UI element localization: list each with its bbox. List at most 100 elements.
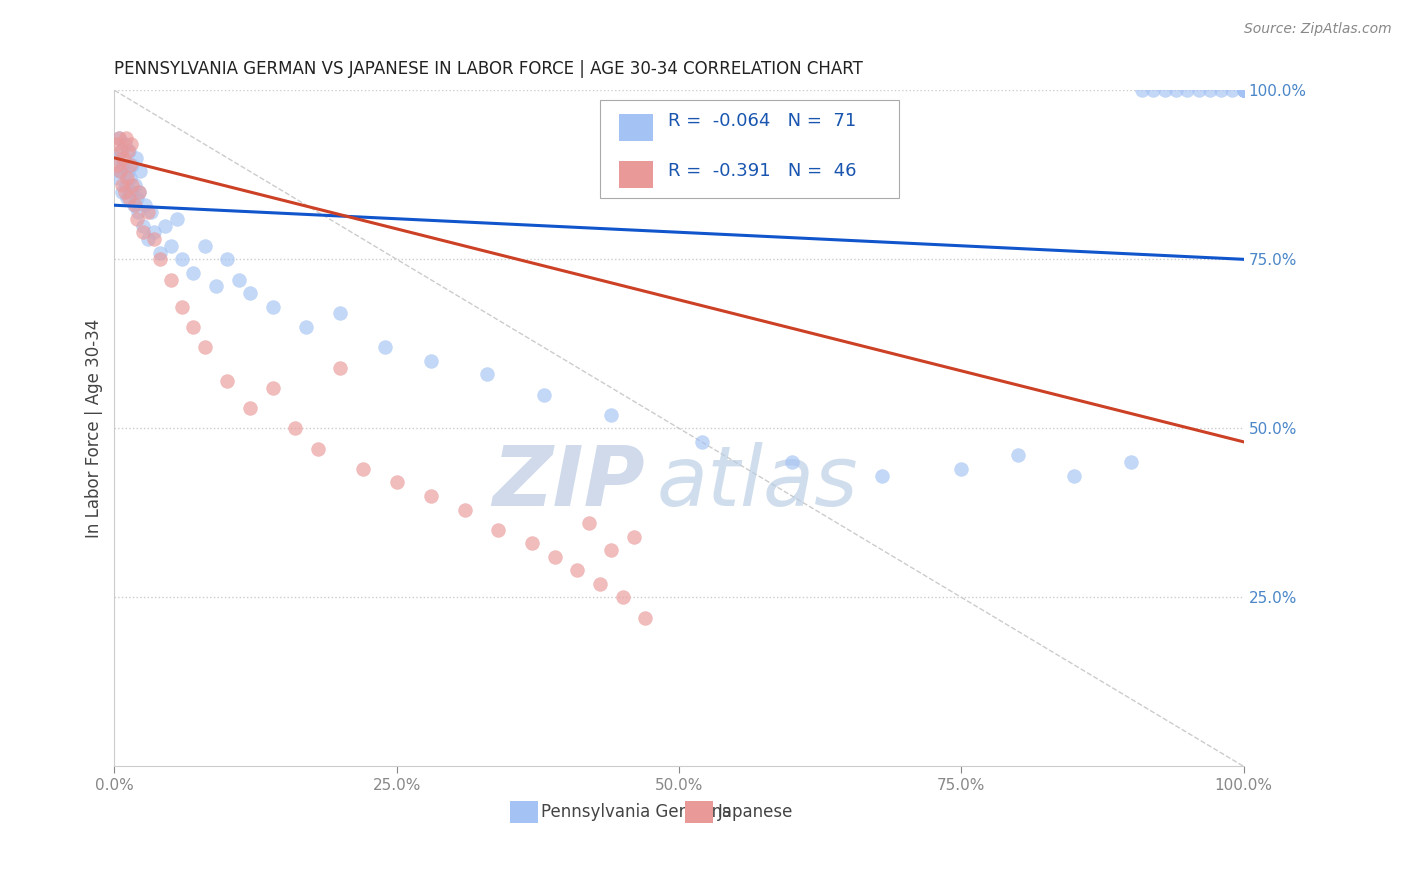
Point bbox=[262, 381, 284, 395]
Point bbox=[1164, 83, 1187, 97]
Point bbox=[544, 549, 567, 564]
Point bbox=[107, 158, 129, 172]
Text: Japanese: Japanese bbox=[717, 803, 793, 821]
Point bbox=[486, 523, 509, 537]
Point bbox=[108, 164, 131, 178]
Point bbox=[111, 178, 134, 192]
Point bbox=[108, 130, 131, 145]
Point bbox=[111, 185, 134, 199]
Point bbox=[118, 144, 141, 158]
Point bbox=[578, 516, 600, 530]
Point bbox=[160, 272, 183, 286]
Point bbox=[1233, 83, 1256, 97]
Point bbox=[108, 130, 131, 145]
Point bbox=[120, 171, 142, 186]
Point bbox=[124, 178, 146, 192]
Point bbox=[105, 151, 128, 165]
Point bbox=[160, 239, 183, 253]
Point bbox=[352, 462, 374, 476]
Bar bbox=[619, 114, 654, 141]
Point bbox=[1187, 83, 1209, 97]
Point bbox=[1153, 83, 1175, 97]
Point bbox=[172, 252, 194, 267]
Point bbox=[194, 340, 217, 354]
Point bbox=[600, 408, 623, 422]
Point bbox=[453, 502, 475, 516]
Point bbox=[128, 185, 150, 199]
Y-axis label: In Labor Force | Age 30-34: In Labor Force | Age 30-34 bbox=[86, 318, 103, 538]
Point bbox=[172, 300, 194, 314]
Point bbox=[114, 137, 136, 152]
Point bbox=[634, 610, 657, 624]
Point bbox=[194, 239, 217, 253]
Point bbox=[155, 219, 177, 233]
Point bbox=[125, 151, 148, 165]
Point bbox=[533, 387, 555, 401]
Point bbox=[115, 171, 138, 186]
Point bbox=[105, 137, 128, 152]
Point bbox=[239, 286, 262, 301]
Point bbox=[262, 300, 284, 314]
Text: R =  -0.391   N =  46: R = -0.391 N = 46 bbox=[668, 162, 856, 180]
Bar bbox=[685, 801, 713, 822]
Point bbox=[121, 178, 143, 192]
Point bbox=[120, 158, 142, 172]
Point bbox=[307, 442, 329, 456]
Point bbox=[1233, 83, 1256, 97]
Point bbox=[107, 171, 129, 186]
Text: atlas: atlas bbox=[657, 442, 858, 523]
Point bbox=[1175, 83, 1198, 97]
Point bbox=[117, 144, 139, 158]
Point bbox=[183, 266, 205, 280]
Point bbox=[690, 434, 713, 449]
Point bbox=[114, 185, 136, 199]
Point bbox=[183, 320, 205, 334]
Point bbox=[1222, 83, 1244, 97]
Point bbox=[475, 368, 498, 382]
Point bbox=[522, 536, 544, 550]
Point bbox=[134, 198, 156, 212]
Point bbox=[125, 211, 148, 226]
Point bbox=[600, 543, 623, 558]
Point bbox=[110, 144, 132, 158]
Point bbox=[1142, 83, 1164, 97]
Point bbox=[295, 320, 318, 334]
Point bbox=[374, 340, 396, 354]
Point bbox=[1007, 449, 1029, 463]
Text: Pennsylvania Germans: Pennsylvania Germans bbox=[541, 803, 731, 821]
Point bbox=[589, 577, 612, 591]
Point bbox=[131, 219, 153, 233]
Point bbox=[1233, 83, 1256, 97]
Point bbox=[127, 205, 149, 219]
Point bbox=[385, 475, 408, 490]
Point bbox=[329, 360, 352, 375]
Point bbox=[112, 151, 135, 165]
Point bbox=[329, 306, 352, 320]
Point bbox=[118, 191, 141, 205]
Point bbox=[205, 279, 228, 293]
Point bbox=[217, 374, 239, 388]
Point bbox=[128, 185, 150, 199]
Text: PENNSYLVANIA GERMAN VS JAPANESE IN LABOR FORCE | AGE 30-34 CORRELATION CHART: PENNSYLVANIA GERMAN VS JAPANESE IN LABOR… bbox=[114, 60, 863, 78]
Point bbox=[419, 353, 441, 368]
Point bbox=[612, 591, 634, 605]
Point bbox=[114, 178, 136, 192]
Point bbox=[117, 164, 139, 178]
Text: Source: ZipAtlas.com: Source: ZipAtlas.com bbox=[1244, 22, 1392, 37]
Point bbox=[142, 225, 165, 239]
Point bbox=[1233, 83, 1256, 97]
Point bbox=[1233, 83, 1256, 97]
Point bbox=[136, 232, 159, 246]
Point bbox=[142, 232, 165, 246]
Point bbox=[149, 252, 172, 267]
Text: R =  -0.064   N =  71: R = -0.064 N = 71 bbox=[668, 112, 856, 129]
Point bbox=[780, 455, 803, 469]
Point bbox=[108, 164, 131, 178]
Point bbox=[419, 489, 441, 503]
Point bbox=[1233, 83, 1256, 97]
Point bbox=[114, 130, 136, 145]
Point bbox=[1233, 83, 1256, 97]
Point bbox=[112, 158, 135, 172]
Point bbox=[120, 185, 142, 199]
Point bbox=[872, 468, 894, 483]
